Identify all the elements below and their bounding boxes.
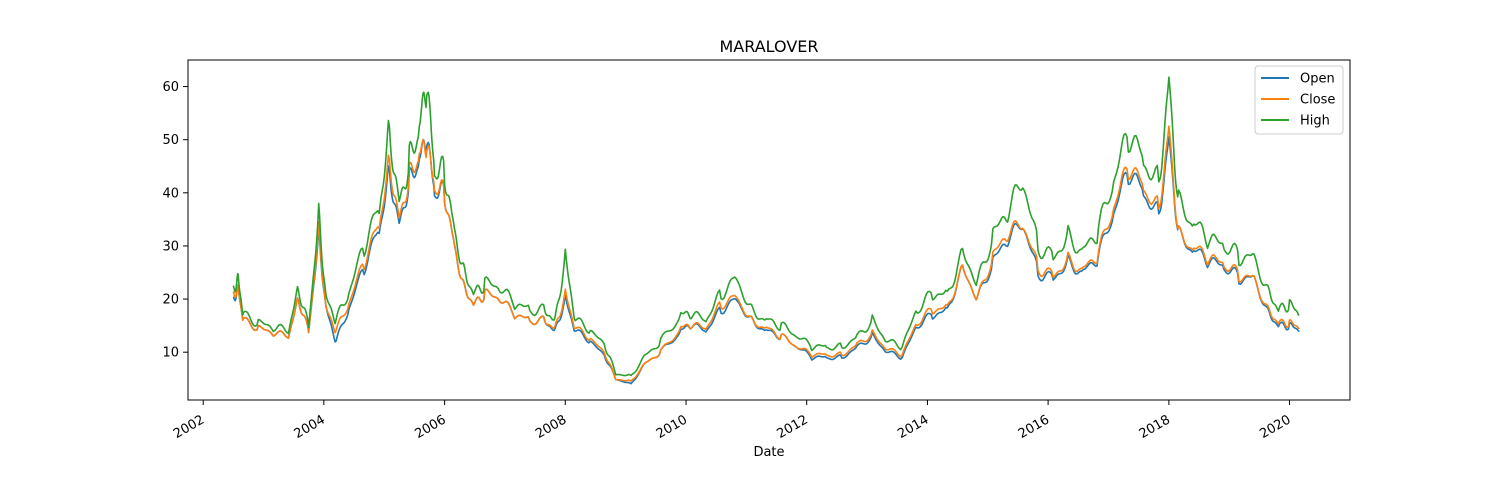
- legend-label-high: High: [1300, 114, 1330, 129]
- y-tick-label: 20: [162, 293, 179, 308]
- legend-label-close: Close: [1300, 93, 1335, 108]
- y-tick-label: 10: [162, 346, 179, 361]
- legend: Open Close High: [1254, 65, 1344, 135]
- y-axis: 10 20 30 40 50 60: [162, 80, 188, 361]
- y-tick-label: 40: [162, 186, 179, 201]
- legend-label-open: Open: [1300, 72, 1335, 87]
- y-tick-label: 50: [162, 133, 179, 148]
- x-axis-label: Date: [753, 445, 784, 460]
- plot-area-frame: [187, 59, 1351, 401]
- series-line-close: [232, 125, 1300, 382]
- y-tick-label: 30: [162, 239, 179, 254]
- series-layer: [232, 76, 1300, 385]
- series-line-open: [232, 136, 1300, 385]
- y-tick-label: 60: [162, 80, 179, 95]
- series-line-high: [232, 76, 1300, 377]
- legend-frame: [1254, 65, 1344, 135]
- chart-title: MARALOVER: [720, 37, 819, 56]
